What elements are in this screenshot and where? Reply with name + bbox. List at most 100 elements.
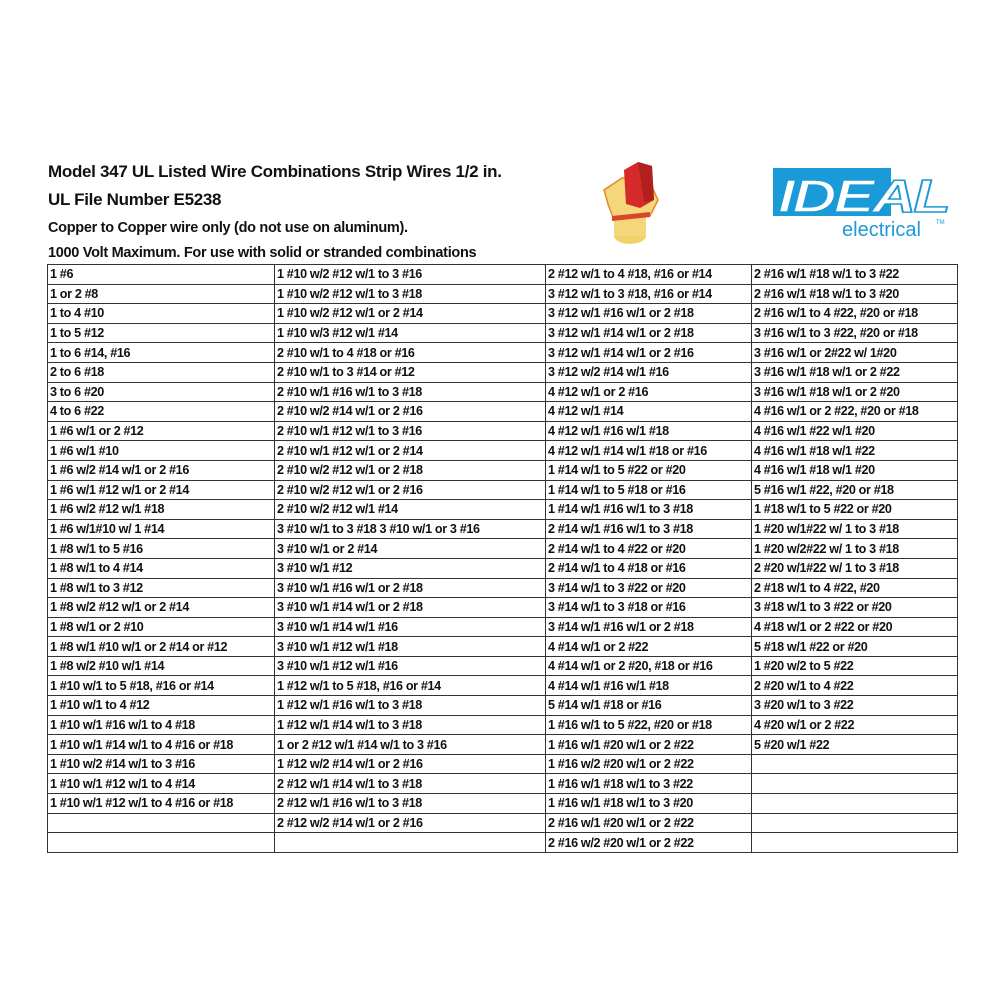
table-cell: 1 #10 w/2 #12 w/1 to 3 #16 [274, 264, 546, 285]
table-cell: 2 #20 w/1#22 w/ 1 to 3 #18 [751, 557, 958, 579]
table-cell: 2 #20 w/1 to 4 #22 [751, 675, 958, 697]
table-row: 3 to 6 #20 2 #10 w/1 #16 w/1 to 3 #18 4 #1… [47, 381, 958, 403]
table-cell: 2 #10 w/1 #16 w/1 to 3 #18 [274, 381, 546, 403]
table-cell: 2 #12 w/1 #16 w/1 to 3 #18 [274, 793, 546, 814]
table-cell: 4 #20 w/1 or 2 #22 [751, 714, 958, 736]
table-cell: 2 #14 w/1 #16 w/1 to 3 #18 [545, 518, 752, 540]
table-cell: 4 #16 w/1 #18 w/1 #20 [751, 459, 958, 481]
table-cell: 2 #10 w/1 #12 w/1 or 2 #14 [274, 440, 546, 461]
table-cell: 2 #10 w/2 #14 w/1 or 2 #16 [274, 401, 546, 422]
table-cell: 1 #14 w/1 #16 w/1 to 3 #18 [545, 499, 752, 520]
table-cell: 2 #16 w/1 #18 w/1 to 3 #22 [751, 264, 958, 285]
table-row: 2 #12 w/2 #14 w/1 or 2 #16 2 #16 w/1 #20 … [47, 812, 958, 834]
table-row: 1 #10 w/1 #14 w/1 to 4 #16 or #18 1 or 2 … [47, 734, 958, 755]
table-cell: 1 #20 w/1#22 w/ 1 to 3 #18 [751, 518, 958, 540]
table-cell [751, 832, 958, 853]
table-row: 1 #6 w/2 #14 w/1 or 2 #16 2 #10 w/2 #12 w… [47, 459, 958, 481]
table-cell: 1 or 2 #12 w/1 #14 w/1 to 3 #16 [274, 734, 546, 755]
table-cell: 4 #12 w/1 #14 w/1 #18 or #16 [545, 440, 752, 461]
table-cell: 2 #10 w/2 #12 w/1 or 2 #18 [274, 459, 546, 481]
table-cell: 4 #12 w/1 #16 w/1 #18 [545, 420, 752, 442]
table-cell: 1 #8 w/1 or 2 #10 [47, 616, 275, 638]
table-cell: 3 #10 w/1 or 2 #14 [274, 538, 546, 559]
table-cell: 1 #16 w/1 #20 w/1 or 2 #22 [545, 734, 752, 755]
table-cell: 3 #16 w/1 to 3 #22, #20 or #18 [751, 322, 958, 344]
table-row: 1 #10 w/1 #12 w/1 to 4 #16 or #18 2 #12 w… [47, 793, 958, 814]
table-cell: 1 #16 w/1 #18 w/1 to 3 #22 [545, 773, 752, 795]
table-cell [751, 812, 958, 834]
table-cell: 1 #6 w/1 #10 [47, 440, 275, 461]
table-cell: 1 #8 w/2 #12 w/1 or 2 #14 [47, 597, 275, 618]
table-cell: 2 #16 w/1 #18 w/1 to 3 #20 [751, 283, 958, 305]
table-cell: 4 #18 w/1 or 2 #22 or #20 [751, 616, 958, 638]
table-cell: 1 #6 [47, 264, 275, 285]
table-cell: 3 #10 w/1 #12 [274, 557, 546, 579]
table-cell: 1 #16 w/2 #20 w/1 or 2 #22 [545, 753, 752, 775]
table-row: 1 #10 w/2 #14 w/1 to 3 #16 1 #12 w/2 #14 … [47, 753, 958, 775]
voltage-note: 1000 Volt Maximum. For use with solid or… [48, 245, 477, 261]
table-cell: 5 #18 w/1 #22 or #20 [751, 636, 958, 657]
table-row: 1 #8 w/2 #12 w/1 or 2 #14 3 #10 w/1 #14 w… [47, 597, 958, 618]
table-cell: 1 #10 w/1 #12 w/1 to 4 #16 or #18 [47, 793, 275, 814]
table-cell: 1 #12 w/1 #16 w/1 to 3 #18 [274, 695, 546, 716]
table-row: 1 #10 w/1 to 5 #18, #16 or #14 1 #12 w/1 … [47, 675, 958, 697]
table-cell [751, 793, 958, 814]
table-cell: 1 #12 w/1 to 5 #18, #16 or #14 [274, 675, 546, 697]
table-cell: 4 #14 w/1 #16 w/1 #18 [545, 675, 752, 697]
page-title: Model 347 UL Listed Wire Combinations St… [48, 162, 502, 181]
table-cell: 1 #8 w/2 #10 w/1 #14 [47, 655, 275, 677]
table-cell: 2 #12 w/1 to 4 #18, #16 or #14 [545, 264, 752, 285]
table-cell [47, 812, 275, 834]
table-cell: 1 #16 w/1 to 5 #22, #20 or #18 [545, 714, 752, 736]
table-cell: 2 #16 w/1 #20 w/1 or 2 #22 [545, 812, 752, 834]
table-cell [47, 832, 275, 853]
table-row: 1 #6 1 #10 w/2 #12 w/1 to 3 #16 2 #12 w/1 … [47, 264, 958, 285]
table-row: 1 #6 w/1 #10 2 #10 w/1 #12 w/1 or 2 #14 4 … [47, 440, 958, 461]
table-cell: 5 #20 w/1 #22 [751, 734, 958, 755]
table-cell: 5 #16 w/1 #22, #20 or #18 [751, 479, 958, 501]
table-cell: 3 #16 w/1 #18 w/1 or 2 #22 [751, 361, 958, 383]
table-cell: 3 #10 w/1 #16 w/1 or 2 #18 [274, 577, 546, 599]
table-cell: 1 #10 w/1 #12 w/1 to 4 #14 [47, 773, 275, 795]
table-cell: 3 #12 w/1 #16 w/1 or 2 #18 [545, 303, 752, 324]
table-cell: 3 #10 w/1 to 3 #18 3 #10 w/1 or 3 #16 [274, 518, 546, 540]
wire-connector-icon [603, 162, 659, 244]
table-cell: 1 #6 w/2 #12 w/1 #18 [47, 499, 275, 520]
table-cell: 1 #8 w/1 #10 w/1 or 2 #14 or #12 [47, 636, 275, 657]
table-cell: 2 #10 w/2 #12 w/1 or 2 #16 [274, 479, 546, 501]
table-row: 1 #8 w/2 #10 w/1 #14 3 #10 w/1 #12 w/1 #1… [47, 655, 958, 677]
table-cell: 1 to 4 #10 [47, 303, 275, 324]
table-row: 1 #6 w/1#10 w/ 1 #14 3 #10 w/1 to 3 #18 3… [47, 518, 958, 540]
table-cell: 2 #14 w/1 to 4 #18 or #16 [545, 557, 752, 579]
table-row: 1 or 2 #8 1 #10 w/2 #12 w/1 to 3 #18 3 #12… [47, 283, 958, 305]
table-row: 2 #16 w/2 #20 w/1 or 2 #22 [47, 832, 958, 853]
table-row: 1 #10 w/1 #16 w/1 to 4 #18 1 #12 w/1 #14 … [47, 714, 958, 736]
table-cell: 1 #10 w/1 #16 w/1 to 4 #18 [47, 714, 275, 736]
table-cell: 3 #10 w/1 #12 w/1 #16 [274, 655, 546, 677]
table-cell: 3 #10 w/1 #14 w/1 or 2 #18 [274, 597, 546, 618]
table-cell: 4 #14 w/1 or 2 #20, #18 or #16 [545, 655, 752, 677]
svg-text:electrical: electrical [842, 219, 921, 241]
table-row: 1 to 5 #12 1 #10 w/3 #12 w/1 #14 3 #12 w/1… [47, 322, 958, 344]
table-row: 1 #6 w/1 #12 w/1 or 2 #14 2 #10 w/2 #12 w… [47, 479, 958, 501]
table-cell: 1 #8 w/1 to 5 #16 [47, 538, 275, 559]
table-cell: 4 #12 w/1 #14 [545, 401, 752, 422]
table-cell: 1 #20 w/2 to 5 #22 [751, 655, 958, 677]
table-cell: 2 #10 w/2 #12 w/1 #14 [274, 499, 546, 520]
ideal-electrical-logo: IDEAL electrical TM [773, 168, 951, 241]
table-cell: 2 #16 w/2 #20 w/1 or 2 #22 [545, 832, 752, 853]
table-row: 2 to 6 #18 2 #10 w/1 to 3 #14 or #12 3 #12… [47, 361, 958, 383]
table-row: 1 #6 w/1 or 2 #12 2 #10 w/1 #12 w/1 to 3 … [47, 420, 958, 442]
table-row: 1 to 6 #14, #16 2 #10 w/1 to 4 #18 or #16… [47, 342, 958, 363]
table-cell: 1 #20 w/2#22 w/ 1 to 3 #18 [751, 538, 958, 559]
table-cell: 1 #18 w/1 to 5 #22 or #20 [751, 499, 958, 520]
table-cell: 1 #10 w/3 #12 w/1 #14 [274, 322, 546, 344]
table-cell: 2 #10 w/1 to 4 #18 or #16 [274, 342, 546, 363]
table-cell: 1 #10 w/1 to 4 #12 [47, 695, 275, 716]
table-cell: 2 to 6 #18 [47, 361, 275, 383]
table-cell: 2 #12 w/2 #14 w/1 or 2 #16 [274, 812, 546, 834]
table-cell [751, 773, 958, 795]
table-cell: 3 #10 w/1 #12 w/1 #18 [274, 636, 546, 657]
table-cell: 4 #16 w/1 #22 w/1 #20 [751, 420, 958, 442]
table-row: 1 to 4 #10 1 #10 w/2 #12 w/1 or 2 #14 3 #1… [47, 303, 958, 324]
